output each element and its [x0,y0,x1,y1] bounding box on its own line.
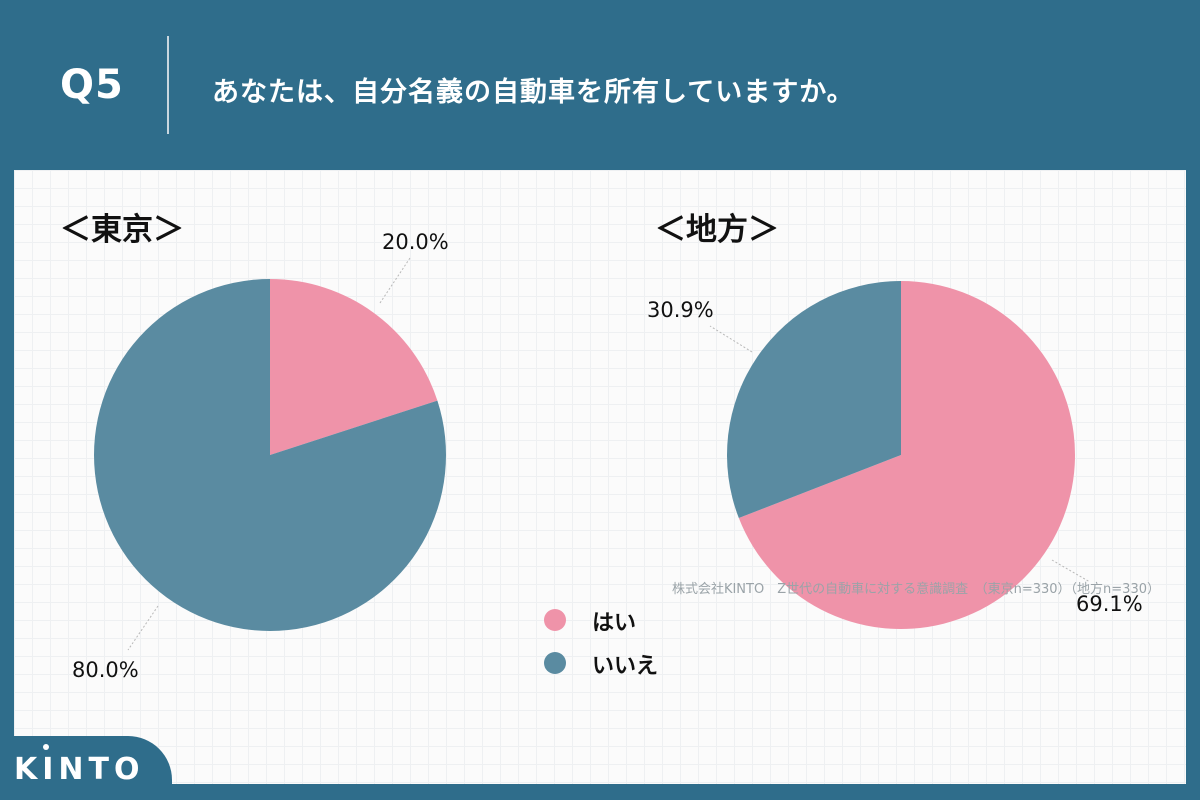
question-text: あなたは、自分名義の自動車を所有していますか。 [212,77,855,108]
regional-yes-label: 69.1% [1076,592,1143,616]
logo-tab [0,736,172,800]
tokyo-slice-no [94,279,447,632]
tokyo-pie [94,279,447,632]
legend-no-swatch [544,652,566,674]
question-number: Q5 [60,62,124,108]
regional-no-label: 30.9% [647,298,714,322]
leader-lines [127,257,1091,651]
regional-slice-yes [738,281,1075,630]
regional-no-leader [709,325,753,353]
tokyo-slice-yes [270,279,438,455]
regional-pie [726,281,1075,630]
header: Q5 あなたは、自分名義の自動車を所有していますか。 [0,0,1200,170]
tokyo-pie-title: ＜東京＞ [60,212,184,248]
regional-pie-title: ＜地方＞ [655,212,779,248]
header-divider [167,36,169,134]
legend-yes-swatch [544,609,566,631]
tokyo-no-label: 80.0% [72,658,139,682]
logo-accent-dot [43,744,49,750]
tokyo-yes-label: 20.0% [382,230,449,254]
regional-yes-leader [1051,559,1091,583]
source-note: 株式会社KINTO Z世代の自動車に対する意識調査 （東京n=330）（地方n=… [671,582,1160,597]
kinto-logo: KINTO [14,752,145,787]
tokyo-no-leader [127,605,159,651]
legend-yes-label: はい [592,611,637,636]
tokyo-yes-leader [379,257,411,304]
regional-slice-no [726,281,901,519]
legend-no-label: いいえ [592,654,659,679]
